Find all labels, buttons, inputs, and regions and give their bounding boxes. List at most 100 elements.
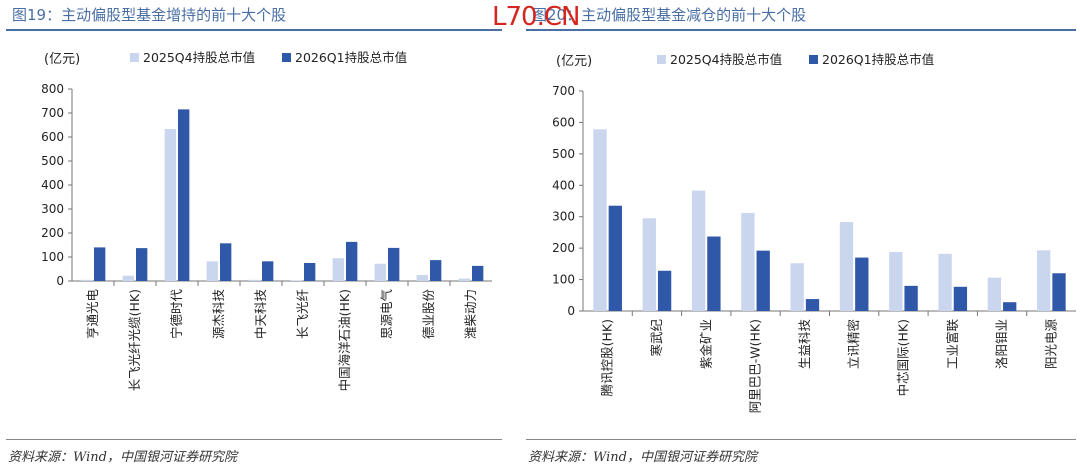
x-category-label: 中天科技 (253, 289, 268, 340)
bar-2025q4 (374, 263, 386, 281)
bar-2026q1 (304, 263, 316, 281)
y-tick-label: 300 (552, 210, 575, 224)
bar-2025q4 (416, 275, 428, 281)
bar-2026q1 (262, 261, 274, 281)
bar-2026q1 (388, 247, 400, 281)
bar-2025q4 (206, 261, 218, 281)
legend-label: 2026Q1持股总市值 (822, 52, 934, 67)
x-category-label: 中芯国际(HK) (895, 319, 910, 396)
bar-2026q1 (904, 285, 918, 311)
x-category-label: 思源电气 (379, 289, 394, 340)
source-divider (526, 439, 1076, 440)
x-category-label: 阳光电源 (1043, 319, 1058, 370)
bar-2025q4 (248, 279, 260, 281)
bar-2026q1 (472, 265, 484, 281)
x-category-label: 长飞光纤光缆(HK) (127, 289, 142, 391)
bar-2025q4 (458, 278, 470, 281)
bar-2026q1 (657, 270, 672, 311)
bar-2026q1 (220, 243, 232, 281)
bar-2025q4 (889, 251, 903, 311)
y-tick-label: 700 (41, 106, 64, 120)
title-divider (526, 29, 1076, 31)
bar-2025q4 (938, 253, 952, 311)
x-category-label: 寒武纪 (649, 319, 664, 357)
bar-2025q4 (332, 258, 344, 281)
bar-2025q4 (122, 275, 134, 281)
bar-2025q4 (1037, 250, 1051, 311)
legend-label: 2026Q1持股总市值 (295, 50, 407, 65)
x-category-label: 腾讯控股(HK) (600, 319, 615, 396)
bar-2026q1 (136, 248, 148, 281)
y-tick-label: 300 (41, 202, 64, 216)
chart-panel-left: 图19：主动偏股型基金增持的前十大个股 (亿元) 2025Q4持股总市值 2026Q… (0, 0, 506, 468)
y-axis-unit: (亿元) (556, 54, 592, 69)
legend-swatch (809, 55, 818, 64)
bar-2025q4 (80, 279, 92, 281)
bar-2026q1 (756, 250, 770, 311)
y-tick-label: 600 (552, 115, 575, 129)
y-tick-label: 400 (41, 178, 64, 192)
x-category-label: 洛阳钼业 (994, 319, 1009, 369)
x-category-label: 立讯精密 (846, 319, 861, 369)
source-note: 资料来源：Wind，中国银河证券研究院 (8, 450, 237, 465)
x-category-label: 中国海洋石油(HK) (337, 289, 352, 391)
x-category-label: 生益科技 (797, 319, 812, 370)
bar-2026q1 (805, 299, 820, 311)
x-category-label: 源杰科技 (211, 289, 226, 340)
bar-2026q1 (608, 205, 622, 311)
chart-title: 图19：主动偏股型基金增持的前十大个股 (12, 6, 287, 24)
x-category-label: 工业富联 (945, 319, 960, 370)
legend-swatch (130, 53, 139, 62)
legend-swatch (657, 55, 666, 64)
x-category-label: 紫金矿业 (698, 319, 713, 369)
y-tick-label: 800 (41, 82, 64, 96)
bar-2026q1 (707, 236, 721, 311)
bar-2026q1 (94, 247, 106, 281)
bar-2025q4 (642, 218, 656, 311)
bar-2025q4 (741, 212, 755, 311)
x-category-label: 阿里巴巴-W(HK) (748, 319, 763, 413)
y-tick-label: 200 (41, 226, 64, 240)
bar-chart-decrease: (亿元) 2025Q4持股总市值 2026Q1持股总市值 0 100 200 300 400 5… (552, 52, 1076, 413)
bar-2026q1 (855, 257, 869, 311)
y-axis-unit: (亿元) (44, 52, 80, 67)
y-tick-label: 500 (552, 147, 575, 161)
bar-chart-increase: (亿元) 2025Q4持股总市值 2026Q1持股总市值 0 100 200 300 400 5… (41, 50, 492, 391)
chart-title: 图20：主动偏股型基金减仓的前十大个股 (532, 6, 807, 24)
title-divider (6, 29, 502, 31)
x-category-label: 德业股份 (421, 289, 436, 340)
y-tick-label: 0 (567, 304, 575, 318)
y-tick-label: 700 (552, 84, 575, 98)
x-category-label: 潍柴动力 (463, 289, 478, 339)
bar-2026q1 (346, 241, 358, 281)
source-note: 资料来源：Wind，中国银河证券研究院 (528, 450, 757, 465)
bar-2025q4 (839, 222, 854, 311)
chart-panel-right: 图20：主动偏股型基金减仓的前十大个股 (亿元) 2025Q4持股总市值 2026Q… (520, 0, 1080, 468)
bar-2026q1 (1003, 302, 1017, 311)
bar-2025q4 (987, 277, 1002, 311)
source-divider (6, 439, 502, 440)
bar-2026q1 (178, 109, 190, 282)
bar-2026q1 (953, 286, 968, 311)
legend-label: 2025Q4持股总市值 (670, 52, 782, 67)
legend-swatch (282, 53, 291, 62)
bar-2026q1 (1052, 273, 1066, 311)
y-tick-label: 400 (552, 178, 575, 192)
y-tick-label: 100 (41, 250, 64, 264)
watermark-logo: L70.CN (492, 2, 580, 32)
y-tick-label: 100 (552, 273, 575, 287)
bar-2025q4 (290, 280, 302, 281)
y-tick-label: 0 (56, 274, 64, 288)
bar-2026q1 (430, 260, 442, 281)
bar-2025q4 (164, 129, 176, 281)
y-tick-label: 600 (41, 130, 64, 144)
bar-2025q4 (691, 190, 706, 311)
y-tick-label: 200 (552, 241, 575, 255)
legend-label: 2025Q4持股总市值 (143, 50, 255, 65)
x-category-label: 亨通光电 (85, 289, 100, 340)
x-category-label: 宁德时代 (169, 289, 184, 340)
bar-2025q4 (593, 129, 607, 311)
bar-2025q4 (790, 263, 804, 311)
y-tick-label: 500 (41, 154, 64, 168)
x-category-label: 长飞光纤 (295, 289, 310, 340)
